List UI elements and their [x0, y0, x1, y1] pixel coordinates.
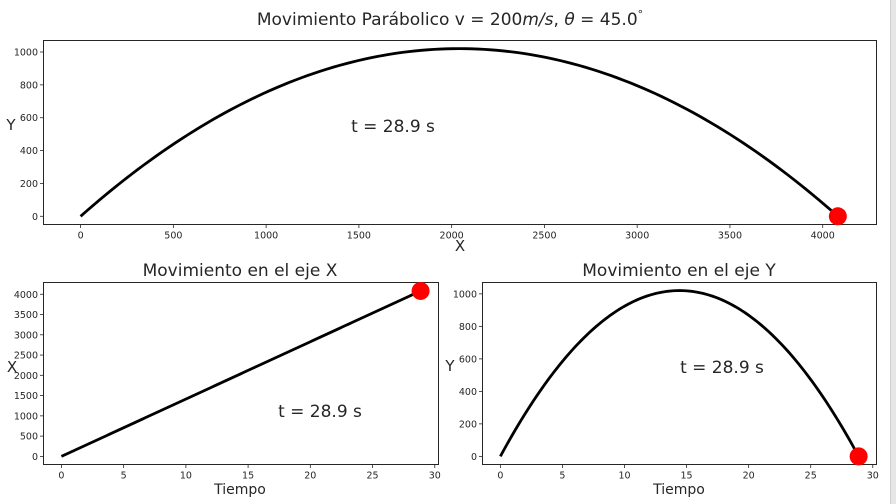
- x-tick-label: 1000: [254, 231, 278, 242]
- x-tick-label: 20: [304, 471, 316, 482]
- x-tick-label: 2500: [532, 231, 556, 242]
- x-axis-label: Tiempo: [213, 482, 266, 498]
- y-axis-label: Y: [444, 357, 455, 375]
- x-tick-label: 20: [743, 471, 755, 482]
- y-tick-label: 2000: [14, 371, 38, 382]
- x-tick-label: 4000: [811, 231, 835, 242]
- y-tick-label: 0: [32, 212, 38, 223]
- projectile-marker: [828, 207, 847, 226]
- x-tick-label: 10: [180, 471, 192, 482]
- x-tick-label: 2000: [440, 231, 464, 242]
- x-tick-label: 30: [429, 471, 441, 482]
- figure-suptitle: Movimiento Parábolico v = 200m/s, θ = 45…: [257, 8, 643, 30]
- y-tick-label: 600: [459, 354, 477, 365]
- y-tick-label: 0: [32, 452, 38, 463]
- y-tick-label: 500: [20, 432, 38, 443]
- x-tick-label: 1500: [347, 231, 371, 242]
- y-tick-label: 1000: [14, 411, 38, 422]
- y-tick-label: 3000: [14, 330, 38, 341]
- y-tick-label: 400: [459, 387, 477, 398]
- y-axis-ticks: 0 200 400 600 800 1000: [453, 289, 483, 463]
- x-tick-label: 5: [121, 471, 127, 482]
- y-axis-label: X: [7, 358, 17, 376]
- y-axis-ticks: 0 500 1000 1500 2000 2500 3000 3500 4000: [14, 290, 44, 463]
- y-vs-time-curve: [499, 289, 860, 458]
- x-motion-title: Movimiento en el eje X: [143, 261, 338, 281]
- y-tick-label: 1500: [14, 391, 38, 402]
- x-tick-label: 25: [805, 471, 817, 482]
- y-tick-label: 3500: [14, 310, 38, 321]
- x-axis-ticks: 0 5 10 15 20 25 30: [497, 464, 879, 482]
- x-tick-label: 5: [559, 471, 565, 482]
- x-axis-ticks: 0 500 1000 1500 2000 2500 3000 3500 4000: [78, 224, 835, 242]
- vertical-scrollbar[interactable]: [890, 0, 896, 504]
- x-axis-label: X: [455, 237, 465, 255]
- time-annotation: t = 28.9 s: [278, 402, 362, 422]
- y-motion-plot: Movimiento en el eje Y 0 5 10 15 20 25 30 0 200…: [444, 261, 878, 498]
- x-tick-label: 0: [497, 471, 503, 482]
- x-tick-label: 0: [78, 231, 84, 242]
- x-tick-label: 3000: [625, 231, 649, 242]
- projectile-marker: [849, 447, 868, 466]
- y-tick-label: 200: [20, 179, 38, 190]
- time-annotation: t = 28.9 s: [351, 117, 435, 137]
- projectile-marker: [411, 281, 430, 300]
- y-tick-label: 600: [20, 113, 38, 124]
- x-tick-label: 0: [58, 471, 64, 482]
- y-tick-label: 800: [459, 322, 477, 333]
- x-tick-label: 500: [164, 231, 182, 242]
- y-tick-label: 1000: [453, 289, 477, 300]
- x-tick-label: 15: [681, 471, 693, 482]
- x-tick-label: 3500: [718, 231, 742, 242]
- x-tick-label: 25: [366, 471, 378, 482]
- x-axis-label: Tiempo: [652, 482, 705, 498]
- y-axis-ticks: 0 200 400 600 800 1000: [14, 48, 44, 223]
- x-motion-plot: Movimiento en el eje X 0 5 10 15 20 25 30 0 500…: [7, 261, 441, 498]
- y-tick-label: 2500: [14, 351, 38, 362]
- y-tick-label: 0: [471, 452, 477, 463]
- x-tick-label: 30: [867, 471, 879, 482]
- y-motion-title: Movimiento en el eje Y: [582, 261, 776, 281]
- y-axis-label: Y: [5, 116, 16, 134]
- y-tick-label: 400: [20, 146, 38, 157]
- trajectory-curve: [79, 47, 839, 218]
- y-tick-label: 1000: [14, 48, 38, 59]
- x-vs-time-line: [60, 289, 422, 458]
- y-tick-label: 800: [20, 80, 38, 91]
- y-tick-label: 200: [459, 419, 477, 430]
- time-annotation: t = 28.9 s: [680, 358, 764, 378]
- trajectory-plot: 0 500 1000 1500 2000 2500 3000 3500 4000 0 200 400…: [5, 40, 877, 255]
- x-axis-ticks: 0 5 10 15 20 25 30: [58, 464, 441, 482]
- y-tick-label: 4000: [14, 290, 38, 301]
- x-tick-label: 10: [618, 471, 630, 482]
- x-tick-label: 15: [242, 471, 254, 482]
